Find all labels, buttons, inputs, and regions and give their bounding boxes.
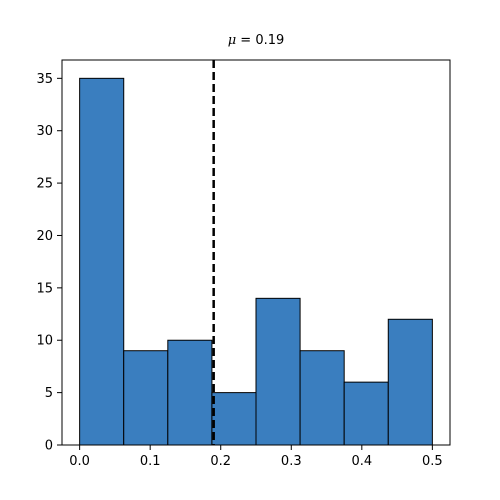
histogram-bar <box>79 77 125 446</box>
histogram-bar <box>211 392 257 446</box>
x-tick-label: 0.2 <box>210 454 231 469</box>
x-tick-label: 0.3 <box>281 454 302 469</box>
y-tick-label: 35 <box>36 72 53 87</box>
y-tick-label: 25 <box>36 177 53 192</box>
title-mu-symbol: μ <box>228 33 236 48</box>
y-tick-label: 30 <box>36 124 53 139</box>
bars-layer <box>79 77 433 446</box>
title-mean-value: = 0.19 <box>236 33 284 48</box>
chart-title: μ = 0.19 <box>228 33 285 48</box>
histogram-bar <box>255 297 301 446</box>
x-tick-label: 0.0 <box>69 454 90 469</box>
y-tick-label: 15 <box>36 281 53 296</box>
histogram-bar <box>343 381 389 446</box>
histogram-bar <box>387 318 433 446</box>
histogram-bar <box>123 350 169 446</box>
y-tick-label: 20 <box>36 229 53 244</box>
x-tick-label: 0.5 <box>422 454 443 469</box>
x-tick-label: 0.4 <box>351 454 372 469</box>
histogram-bar <box>299 350 345 446</box>
y-axis-ticks: 0 5 10 15 20 25 30 35 <box>36 72 62 454</box>
histogram-bar <box>167 339 213 446</box>
x-axis-ticks: 0.0 0.1 0.2 0.3 0.4 0.5 <box>69 445 443 469</box>
x-tick-label: 0.1 <box>140 454 161 469</box>
y-tick-label: 5 <box>45 386 53 401</box>
y-tick-label: 10 <box>36 334 53 349</box>
plot-frame <box>61 59 451 446</box>
y-tick-label: 0 <box>45 439 53 454</box>
